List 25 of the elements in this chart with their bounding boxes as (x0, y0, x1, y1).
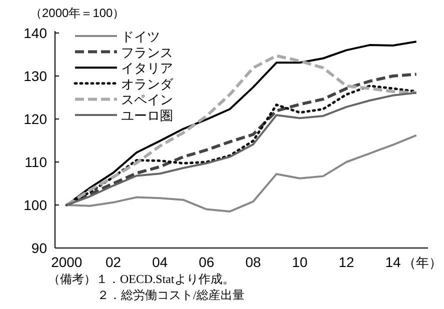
legend-label: フランス (121, 44, 173, 60)
y-tick-label: 130 (24, 68, 48, 84)
legend-label: イタリア (121, 60, 173, 76)
y-tick-label: 110 (24, 154, 48, 170)
y-axis-title: （2000年＝100） (30, 6, 125, 20)
text: （備考）１．OECD.Statより作成。 (48, 272, 234, 286)
x-tick-label: 04 (152, 254, 168, 270)
y-tick-label: 120 (24, 111, 48, 127)
y-tick-label: 100 (24, 197, 48, 213)
x-tick-label: 06 (198, 254, 215, 270)
y-tick-label: 90 (31, 240, 48, 256)
legend-label: オランダ (121, 76, 174, 92)
x-tick-label: 02 (105, 254, 122, 270)
y-tick-label: 140 (24, 25, 48, 41)
text: ２．総労働コスト/総産出量 (97, 288, 244, 302)
x-tick-label: 14 (385, 254, 402, 270)
x-tick-label: 08 (245, 254, 262, 270)
line-series (66, 134, 418, 212)
x-tick-label: 2000 (51, 254, 82, 270)
legend-label: スペイン (121, 92, 173, 108)
legend-label: ユーロ圏 (121, 108, 173, 123)
x-tick-label: 10 (292, 254, 308, 270)
x-tick-label: 12 (338, 254, 354, 270)
x-axis-title: （年） (403, 255, 442, 270)
legend-label: ドイツ (121, 29, 160, 44)
